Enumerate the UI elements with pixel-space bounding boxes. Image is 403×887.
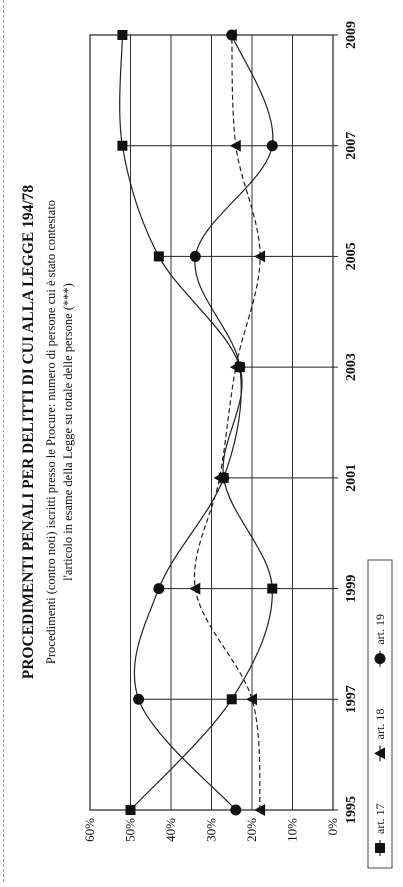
- y-tick-label-20pct: 20%: [244, 818, 259, 842]
- legend-marker-art-17: [375, 843, 385, 853]
- series-line-art-18: [193, 34, 261, 811]
- scan-edge-line: [3, 0, 4, 882]
- x-tick-label-2007: 2007: [344, 132, 359, 160]
- marker-art-17-1999: [267, 583, 278, 594]
- x-tick-label-2003: 2003: [344, 353, 359, 381]
- legend-marker-art-18: [374, 747, 385, 760]
- chart-subtitle-line-2: l'articolo in esame della Legge su total…: [61, 283, 75, 581]
- marker-art-19-2005: [189, 250, 201, 262]
- drop-lines: [122, 34, 333, 811]
- y-tick-label-60pct: 60%: [82, 818, 97, 842]
- marker-art-17-1995: [125, 805, 136, 815]
- marker-art-18-1997: [246, 693, 257, 706]
- marker-art-17-2005: [153, 251, 164, 262]
- marker-art-17-2009: [117, 30, 128, 40]
- marker-art-19-2009: [226, 29, 238, 41]
- y-tick-label-0pct: 0%: [325, 818, 340, 836]
- marker-art-19-1995: [230, 804, 242, 816]
- marker-art-19-2003: [234, 361, 246, 373]
- legend-marker-art-19: [374, 653, 386, 665]
- marker-art-17-2007: [117, 140, 128, 151]
- x-tick-label-2001: 2001: [344, 464, 359, 492]
- legend: art. 17 art. 18 art. 19: [367, 559, 393, 869]
- series-markers: [117, 29, 278, 816]
- x-tick-label-1995: 1995: [344, 796, 359, 824]
- legend-label-art-19: art. 19: [373, 614, 387, 645]
- marker-art-19-1997: [133, 693, 145, 705]
- marker-art-19-2001: [218, 472, 230, 484]
- legend-label-art-17: art. 17: [373, 803, 387, 834]
- y-tick-label-10pct: 10%: [285, 818, 300, 842]
- marker-art-18-1995: [254, 804, 266, 816]
- x-tick-label-2009: 2009: [344, 21, 359, 49]
- series-line-art-17: [119, 34, 273, 811]
- marker-art-18-2007: [229, 139, 241, 152]
- x-axis-ticks: 1995 1997 1999 2001 2003 2005 2007 2009: [333, 21, 359, 824]
- marker-art-19-2007: [266, 140, 278, 152]
- x-tick-label-2005: 2005: [344, 242, 359, 270]
- chart-title: PROCEDIMENTI PENALI PER DELITTI DI CUI A…: [20, 185, 37, 680]
- legend-label-art-18: art. 18: [373, 709, 387, 740]
- legend-box: [367, 559, 393, 869]
- chart-title-block: PROCEDIMENTI PENALI PER DELITTI DI CUI A…: [20, 185, 75, 680]
- marker-art-18-1999: [189, 582, 201, 595]
- x-tick-label-1997: 1997: [344, 685, 359, 713]
- y-axis-ticks: 0% 10% 20% 30% 40% 50% 60%: [82, 818, 340, 842]
- series-lines: [119, 34, 274, 811]
- marker-art-18-2005: [254, 250, 266, 263]
- y-tick-label-40pct: 40%: [163, 818, 178, 842]
- chart-subtitle-line-1: Procedimenti (contro noti) iscritti pres…: [44, 200, 58, 664]
- marker-art-17-1997: [226, 694, 237, 705]
- gridlines: [130, 35, 293, 810]
- marker-art-19-1999: [153, 583, 165, 595]
- y-tick-label-50pct: 50%: [123, 818, 138, 842]
- x-tick-label-1999: 1999: [344, 575, 359, 603]
- y-tick-label-30pct: 30%: [204, 818, 219, 842]
